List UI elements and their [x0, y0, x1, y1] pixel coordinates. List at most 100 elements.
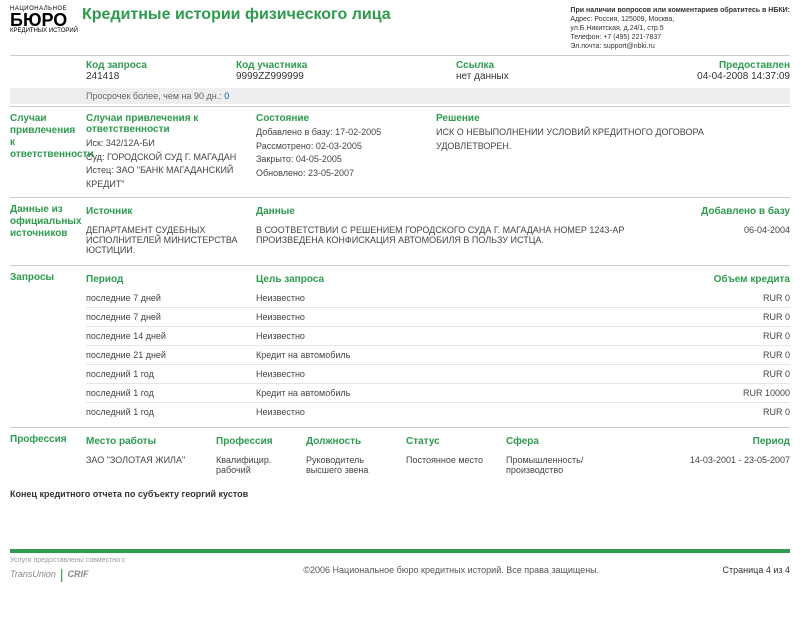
- th: Цель запроса: [256, 272, 680, 289]
- logo: НАЦИОНАЛЬНОЕ БЮРО КРЕДИТНЫХ ИСТОРИЙ: [10, 6, 82, 34]
- td: Кредит на автомобиль: [256, 346, 680, 365]
- td: последний 1 год: [86, 365, 256, 384]
- th: Данные: [256, 204, 680, 221]
- td: ЗАО "ЗОЛОТАЯ ЖИЛА": [86, 451, 216, 479]
- separator-icon: |: [60, 566, 64, 582]
- decision-text: ИСК О НЕВЫПОЛНЕНИИ УСЛОВИЙ КРЕДИТНОГО ДО…: [436, 126, 780, 153]
- table-row: ДЕПАРТАМЕНТ СУДЕБНЫХ ИСПОЛНИТЕЛЕЙ МИНИСТ…: [86, 221, 790, 259]
- td: В СООТВЕТСТВИИ С РЕШЕНИЕМ ГОРОДСКОГО СУД…: [256, 221, 680, 259]
- td: Неизвестно: [256, 308, 680, 327]
- th: Профессия: [216, 434, 306, 451]
- overdue-band: Просрочек более, чем на 90 дн.: 0: [10, 88, 790, 104]
- header: НАЦИОНАЛЬНОЕ БЮРО КРЕДИТНЫХ ИСТОРИЙ Кред…: [10, 6, 790, 56]
- section-side-label: Запросы: [10, 272, 86, 421]
- end-of-report: Конец кредитного отчета по субъекту геор…: [0, 485, 800, 499]
- contact-line: ул.Б.Никитская, д.24/1, стр.5: [570, 25, 663, 32]
- td: RUR 10000: [680, 384, 790, 403]
- td: Квалифицир. рабочий: [216, 451, 306, 479]
- kv: Рассмотрено: 02-03-2005: [256, 140, 426, 154]
- kv: Истец: ЗАО "БАНК МАГАДАНСКИЙ КРЕДИТ": [86, 164, 246, 191]
- kv: Иск: 342/12А-БИ: [86, 137, 246, 151]
- table-row: последний 1 годНеизвестноRUR 0: [86, 365, 790, 384]
- td: Неизвестно: [256, 327, 680, 346]
- contact-heading: При наличии вопросов или комментариев об…: [570, 7, 790, 14]
- page-title: Кредитные истории физического лица: [82, 6, 570, 24]
- meta-label: Код запроса: [86, 60, 236, 71]
- footer-left-text: Услуги предоставлены совместно с: [10, 557, 126, 564]
- td: последние 7 дней: [86, 289, 256, 308]
- meta-value: 241418: [86, 71, 236, 82]
- section-sources: Данные из официальных источников Источни…: [10, 197, 790, 265]
- td: RUR 0: [680, 365, 790, 384]
- td: RUR 0: [680, 346, 790, 365]
- td: Промышленность/производство: [506, 451, 616, 479]
- meta-row: Код запроса 241418 Код участника 9999ZZ9…: [10, 58, 790, 88]
- th: Статус: [406, 434, 506, 451]
- kv: Суд: ГОРОДСКОЙ СУД Г. МАГАДАН: [86, 151, 246, 165]
- td: последние 21 дней: [86, 346, 256, 365]
- footer-page-number: Страница 4 из 4: [723, 565, 790, 575]
- logo-main: БЮРО: [10, 12, 82, 28]
- td: RUR 0: [680, 327, 790, 346]
- partner-crif: CRIF: [68, 569, 89, 579]
- td: 06-04-2004: [680, 221, 790, 259]
- td: последние 14 дней: [86, 327, 256, 346]
- td: Неизвестно: [256, 289, 680, 308]
- contact-block: При наличии вопросов или комментариев об…: [570, 6, 790, 51]
- td: последний 1 год: [86, 403, 256, 422]
- td: последний 1 год: [86, 384, 256, 403]
- sources-table: Источник Данные Добавлено в базу ДЕПАРТА…: [86, 204, 790, 259]
- td: последние 7 дней: [86, 308, 256, 327]
- meta-value: 04-04-2008 14:37:09: [626, 71, 790, 82]
- band-number: 0: [224, 91, 229, 101]
- td: RUR 0: [680, 308, 790, 327]
- partner-transunion: TransUnion: [10, 569, 56, 579]
- th: Место работы: [86, 434, 216, 451]
- requests-table: Период Цель запроса Объем кредита послед…: [86, 272, 790, 421]
- table-row: последние 14 днейНеизвестноRUR 0: [86, 327, 790, 346]
- td: 14-03-2001 - 23-05-2007: [616, 451, 790, 479]
- section-side-label: Профессия: [10, 434, 86, 479]
- td: RUR 0: [680, 403, 790, 422]
- meta-value: 9999ZZ999999: [236, 71, 456, 82]
- td: ДЕПАРТАМЕНТ СУДЕБНЫХ ИСПОЛНИТЕЛЕЙ МИНИСТ…: [86, 221, 256, 259]
- section-profession: Профессия Место работы Профессия Должнос…: [10, 427, 790, 485]
- profession-table: Место работы Профессия Должность Статус …: [86, 434, 790, 479]
- kv: Закрыто: 04-05-2005: [256, 153, 426, 167]
- contact-line: Адрес: Россия, 125009, Москва,: [570, 16, 674, 23]
- table-row: последние 7 днейНеизвестноRUR 0: [86, 289, 790, 308]
- td: Руководитель высшего звена: [306, 451, 406, 479]
- td: Неизвестно: [256, 403, 680, 422]
- table-row: последние 7 днейНеизвестноRUR 0: [86, 308, 790, 327]
- footer: Услуги предоставлены совместно с TransUn…: [0, 549, 800, 586]
- table-row: ЗАО "ЗОЛОТАЯ ЖИЛА" Квалифицир. рабочий Р…: [86, 451, 790, 479]
- col-label: Случаи привлечения к ответственности: [86, 113, 246, 135]
- td: Кредит на автомобиль: [256, 384, 680, 403]
- th: Источник: [86, 204, 256, 221]
- section-side-label: Данные из официальных источников: [10, 204, 86, 259]
- footer-copyright: ©2006 Национальное бюро кредитных истори…: [180, 565, 723, 575]
- td: RUR 0: [680, 289, 790, 308]
- meta-label: Ссылка: [456, 60, 626, 71]
- meta-label: Код участника: [236, 60, 456, 71]
- th: Объем кредита: [680, 272, 790, 289]
- section-liability: Случаи привлечения к ответственности Слу…: [10, 106, 790, 197]
- contact-line: Телефон: +7 (495) 221-7837: [570, 34, 661, 41]
- table-row: последние 21 днейКредит на автомобильRUR…: [86, 346, 790, 365]
- partner-logos: TransUnion | CRIF: [10, 566, 180, 582]
- section-side-label: Случаи привлечения к ответственности: [10, 113, 86, 191]
- kv: Обновлено: 23-05-2007: [256, 167, 426, 181]
- table-row: последний 1 годНеизвестноRUR 0: [86, 403, 790, 422]
- th: Период: [616, 434, 790, 451]
- th: Должность: [306, 434, 406, 451]
- section-requests: Запросы Период Цель запроса Объем кредит…: [10, 265, 790, 427]
- td: Постоянное место: [406, 451, 506, 479]
- th: Добавлено в базу: [680, 204, 790, 221]
- td: Неизвестно: [256, 365, 680, 384]
- contact-line: Эл.почта: support@nbki.ru: [570, 43, 654, 50]
- meta-value: нет данных: [456, 71, 626, 82]
- band-text: Просрочек более, чем на 90 дн.:: [86, 91, 222, 101]
- col-label: Решение: [436, 113, 780, 124]
- meta-label: Предоставлен: [626, 60, 790, 71]
- th: Сфера: [506, 434, 616, 451]
